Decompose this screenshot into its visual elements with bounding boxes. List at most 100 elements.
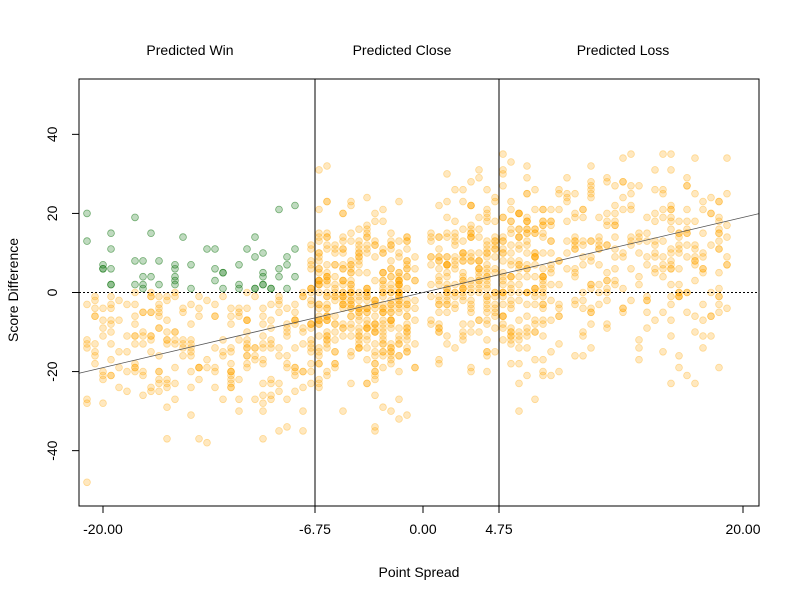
data-point	[251, 344, 259, 352]
data-point	[363, 221, 371, 230]
data-point	[587, 237, 595, 245]
data-point	[307, 264, 315, 273]
data-point	[643, 260, 651, 269]
data-point	[339, 276, 347, 285]
data-point	[651, 209, 659, 218]
data-point	[539, 355, 547, 364]
data-point	[691, 241, 699, 249]
data-point	[531, 300, 539, 309]
data-point	[539, 217, 547, 226]
data-point-highlight	[275, 205, 283, 214]
data-point	[667, 205, 675, 214]
data-point	[443, 340, 451, 348]
data-point	[723, 154, 731, 162]
data-point	[315, 375, 323, 384]
data-point	[315, 257, 323, 265]
data-point	[347, 379, 355, 388]
data-point	[571, 237, 579, 245]
data-point	[483, 351, 491, 360]
data-point	[91, 340, 99, 348]
data-point	[315, 276, 323, 285]
data-point	[635, 272, 643, 281]
data-point	[363, 304, 371, 313]
data-point	[539, 233, 547, 241]
data-point	[347, 347, 355, 356]
data-point	[291, 367, 299, 376]
data-point	[307, 324, 315, 332]
data-point	[395, 272, 403, 281]
data-point	[683, 253, 691, 261]
data-point	[355, 340, 363, 348]
data-point	[523, 217, 531, 226]
data-point	[459, 296, 467, 305]
data-point	[227, 367, 235, 376]
x-tick-label: 4.75	[485, 521, 512, 537]
data-point	[155, 292, 163, 301]
data-point	[339, 276, 347, 285]
x-axis-title: Point Spread	[379, 564, 460, 580]
data-point	[219, 395, 227, 404]
data-point	[499, 280, 507, 289]
data-point-highlight	[211, 276, 219, 285]
data-point	[483, 249, 491, 257]
data-point	[235, 312, 243, 321]
data-point	[699, 264, 707, 273]
data-point	[635, 336, 643, 344]
data-point	[411, 276, 419, 285]
data-point	[339, 264, 347, 273]
data-point	[379, 316, 387, 325]
data-point	[243, 340, 251, 348]
data-point	[611, 201, 619, 210]
data-point	[339, 237, 347, 245]
data-point	[411, 264, 419, 273]
data-point	[243, 359, 251, 368]
data-point	[571, 296, 579, 305]
data-point	[371, 241, 379, 249]
data-point	[147, 347, 155, 356]
data-point	[307, 320, 315, 328]
data-point	[339, 233, 347, 241]
data-point	[411, 253, 419, 261]
data-point	[259, 379, 267, 388]
data-point	[211, 344, 219, 352]
data-point	[259, 320, 267, 328]
y-tick-label: 0	[44, 288, 60, 296]
data-point	[531, 284, 539, 293]
data-point	[395, 197, 403, 206]
data-point	[443, 268, 451, 277]
data-point	[523, 189, 531, 198]
data-point	[611, 233, 619, 241]
data-point	[331, 292, 339, 301]
x-tick-label: 20.00	[725, 521, 760, 537]
data-point	[491, 308, 499, 317]
data-point	[531, 253, 539, 261]
data-point	[395, 249, 403, 257]
data-point	[99, 367, 107, 376]
data-point-highlight	[139, 284, 147, 293]
data-point	[539, 272, 547, 281]
data-point	[339, 249, 347, 257]
data-point	[531, 328, 539, 336]
data-point	[715, 292, 723, 301]
data-point	[275, 300, 283, 309]
data-point	[299, 427, 307, 435]
data-point	[243, 316, 251, 325]
data-point	[163, 336, 171, 344]
data-point	[83, 395, 91, 404]
data-point	[363, 292, 371, 301]
data-point	[539, 272, 547, 281]
data-point	[475, 272, 483, 281]
data-point	[547, 280, 555, 289]
data-point	[467, 284, 475, 293]
data-point	[691, 257, 699, 265]
data-point-highlight	[139, 272, 147, 281]
data-point	[227, 375, 235, 384]
data-point	[235, 304, 243, 313]
data-point	[371, 304, 379, 313]
data-point	[627, 233, 635, 241]
data-point	[531, 395, 539, 404]
data-point-highlight	[211, 264, 219, 273]
data-point	[379, 300, 387, 309]
x-tick-label: -20.00	[83, 521, 123, 537]
